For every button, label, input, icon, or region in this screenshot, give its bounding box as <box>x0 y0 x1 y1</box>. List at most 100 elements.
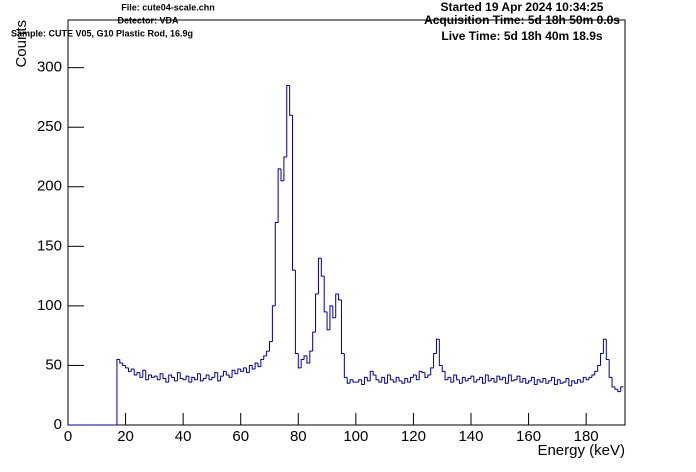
sample-label: Sample: CUTE V05, G10 Plastic Rod, 16.9g <box>11 28 193 38</box>
histogram-bin <box>565 378 569 383</box>
histogram-bin <box>617 389 621 393</box>
histogram-bin <box>335 293 339 318</box>
histogram-bin <box>182 378 187 381</box>
histogram-bin <box>171 374 175 378</box>
histogram-bin <box>591 374 595 378</box>
histogram-bin <box>185 375 189 380</box>
y-tick-label: 300 <box>37 59 62 76</box>
histogram-bin <box>556 379 561 385</box>
plot-frame <box>67 19 626 426</box>
histogram-bin <box>559 379 564 384</box>
histogram-bin <box>430 367 434 375</box>
histogram-bin <box>545 378 549 384</box>
histogram-bin <box>470 375 474 379</box>
histogram-bin <box>145 370 149 381</box>
histogram-bin <box>254 362 258 370</box>
histogram-bin <box>346 377 351 384</box>
x-tick-label: 120 <box>401 428 426 445</box>
histogram-bin <box>513 379 518 381</box>
histogram-bin <box>473 376 477 383</box>
histogram-bin <box>194 377 198 381</box>
histogram-bin <box>191 376 195 383</box>
histogram-bin <box>456 374 460 381</box>
histogram-bin <box>292 115 296 271</box>
histogram-bin <box>427 374 431 378</box>
histogram-bin <box>389 374 394 381</box>
histogram-bin <box>384 377 388 384</box>
histogram-bin <box>240 369 244 372</box>
histogram-bin <box>453 374 457 383</box>
histogram-bin <box>525 378 529 384</box>
x-axis-label: Energy (keV) <box>537 442 625 459</box>
x-tick-label: 180 <box>574 428 599 445</box>
histogram-bin <box>159 373 163 380</box>
histogram-bin <box>484 374 489 384</box>
histogram-bin <box>153 375 158 378</box>
histogram-bin <box>116 358 120 425</box>
histogram-bin <box>150 374 155 378</box>
y-axis-label: Counts <box>13 20 30 68</box>
histogram-bin <box>363 376 368 385</box>
histogram-bin <box>366 377 371 382</box>
histogram-bin <box>220 375 224 381</box>
histogram-bin <box>539 379 543 383</box>
histogram-bin <box>579 379 584 383</box>
histogram-bin <box>202 378 207 381</box>
histogram-bin <box>142 369 146 378</box>
histogram-bin <box>179 372 184 380</box>
histogram-bin <box>597 364 601 372</box>
histogram-bin <box>133 369 138 376</box>
histogram-bin <box>588 376 592 380</box>
histogram-bin <box>487 374 492 382</box>
histogram-bin <box>165 378 169 383</box>
histogram-bin <box>266 350 270 356</box>
histogram-bin <box>450 377 454 383</box>
histogram-bin <box>338 293 342 301</box>
histogram-bin <box>410 376 414 383</box>
histogram-bin <box>398 377 402 382</box>
histogram-bin <box>542 378 546 383</box>
histogram-bin <box>499 376 503 381</box>
histogram-bin <box>378 379 382 383</box>
histogram-bin <box>493 378 497 383</box>
histogram-bin <box>614 386 618 390</box>
histogram-bin <box>343 353 348 378</box>
x-tick-label: 100 <box>343 428 368 445</box>
y-tick-label: 250 <box>37 118 62 135</box>
histogram-bin <box>585 377 590 381</box>
histogram-bin <box>119 359 123 364</box>
histogram-bin <box>271 305 276 342</box>
y-tick-label: 0 <box>54 416 62 433</box>
histogram-bin <box>461 376 466 384</box>
histogram-bin <box>122 363 126 366</box>
histogram-bin <box>608 359 613 378</box>
histogram-bin <box>214 372 218 378</box>
histogram-bin <box>260 358 264 367</box>
histogram-bin <box>553 377 558 385</box>
histogram-bin <box>519 376 523 383</box>
histogram-bin <box>407 378 411 383</box>
histogram-bin <box>479 376 483 380</box>
histogram-bin <box>444 371 448 381</box>
histogram-bin <box>528 380 532 384</box>
x-tick-label: 140 <box>458 428 483 445</box>
y-tick-label: 200 <box>37 178 62 195</box>
y-tick-label: 100 <box>37 297 62 314</box>
histogram-bin <box>300 358 305 368</box>
histogram-bin <box>349 379 353 384</box>
histogram-bin <box>263 355 267 360</box>
histogram-bin <box>156 376 161 381</box>
histogram-bin <box>231 369 235 378</box>
histogram-bin <box>600 353 604 366</box>
histogram-bin <box>245 367 250 374</box>
histogram-bin <box>536 379 541 385</box>
histogram-bin <box>148 374 152 380</box>
histogram-bin <box>248 364 253 373</box>
histogram-bin <box>303 355 307 360</box>
histogram-bin <box>323 276 328 313</box>
histogram-bin <box>289 85 293 116</box>
histogram-bin <box>211 376 215 380</box>
histogram-bin <box>441 365 446 372</box>
histogram-bin <box>136 372 140 375</box>
